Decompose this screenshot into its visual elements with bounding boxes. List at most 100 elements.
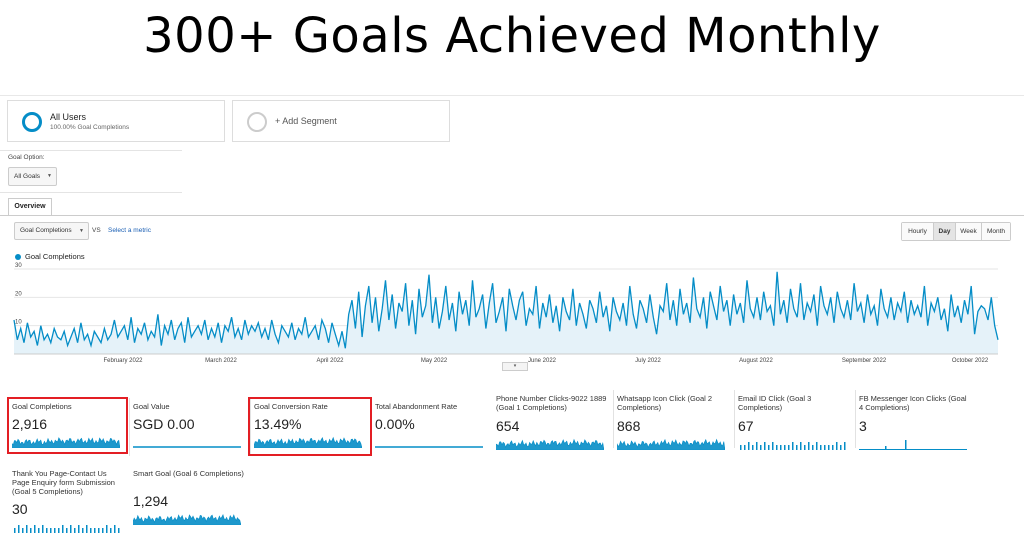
segment-empty-circle-icon bbox=[247, 112, 267, 132]
goal-completions-chart: 30 20 10 February 2022 March 2022 April 2022 M… bbox=[13, 263, 999, 364]
granularity-week-button[interactable]: Week bbox=[956, 223, 982, 240]
sparkline-bar bbox=[788, 445, 790, 450]
sparkline-bar bbox=[110, 528, 112, 533]
sparkline-bar bbox=[768, 445, 770, 450]
x-tick-label: August 2022 bbox=[739, 358, 773, 364]
granularity-month-button[interactable]: Month bbox=[982, 223, 1010, 240]
sparkline-bar bbox=[800, 442, 802, 450]
metric-sparkline bbox=[617, 438, 725, 450]
metric-sparkline bbox=[133, 446, 241, 448]
x-tick-label: April 2022 bbox=[316, 358, 344, 364]
metric-card[interactable]: Whatsapp Icon Click (Goal 2 Completions)… bbox=[613, 390, 735, 452]
metric-value: SGD 0.00 bbox=[133, 416, 195, 432]
sparkline-bar bbox=[812, 445, 814, 450]
divider bbox=[0, 150, 182, 151]
sparkline-bar bbox=[804, 445, 806, 450]
sparkline-path bbox=[617, 438, 725, 450]
chart-legend: Goal Completions bbox=[25, 252, 85, 261]
sparkline-bar bbox=[816, 442, 818, 450]
metric-card[interactable]: Smart Goal (Goal 6 Completions) 1,294 bbox=[129, 465, 247, 527]
divider bbox=[250, 398, 251, 456]
x-tick-label: September 2022 bbox=[842, 358, 887, 364]
sparkline-bar bbox=[102, 528, 104, 533]
sparkline-path bbox=[254, 436, 362, 448]
legend-dot-icon bbox=[15, 254, 21, 260]
sparkline-bar bbox=[34, 525, 36, 533]
divider bbox=[129, 398, 130, 456]
metric-label: Phone Number Clicks-9022 1889 (Goal 1 Co… bbox=[496, 394, 607, 412]
divider bbox=[855, 390, 856, 448]
sparkline-bar bbox=[828, 445, 830, 450]
metric-card[interactable]: Goal Value SGD 0.00 bbox=[129, 398, 251, 460]
divider bbox=[0, 192, 182, 193]
sparkline-bar bbox=[744, 445, 746, 450]
add-segment-label: + Add Segment bbox=[275, 116, 337, 126]
sparkline-bar bbox=[905, 440, 907, 450]
sparkline-bar bbox=[772, 442, 774, 450]
x-tick-label: June 2022 bbox=[528, 358, 557, 364]
metric-sparkline bbox=[133, 514, 241, 525]
metric-sparkline bbox=[254, 436, 362, 448]
sparkline-bar bbox=[796, 445, 798, 450]
goal-option-label: Goal Option: bbox=[8, 154, 45, 161]
sparkline-bar bbox=[824, 445, 826, 450]
metric-sparkline bbox=[740, 442, 846, 450]
granularity-hourly-button[interactable]: Hourly bbox=[902, 223, 934, 240]
tab-bar-line bbox=[0, 215, 1024, 216]
metric-sparkline bbox=[859, 440, 967, 450]
metric-value: 3 bbox=[859, 418, 867, 434]
sparkline-bar bbox=[748, 442, 750, 450]
sparkline-bar bbox=[78, 525, 80, 533]
sparkline-bar bbox=[82, 528, 84, 533]
sparkline-bar bbox=[780, 445, 782, 450]
chart-resize-handle[interactable]: ▾ bbox=[502, 362, 528, 371]
goal-option-value: All Goals bbox=[14, 173, 41, 180]
metric-card[interactable]: Phone Number Clicks-9022 1889 (Goal 1 Co… bbox=[492, 390, 614, 452]
sparkline-bar bbox=[840, 445, 842, 450]
x-tick-label: February 2022 bbox=[103, 358, 143, 364]
metric-card[interactable]: FB Messenger Icon Clicks (Goal 4 Complet… bbox=[855, 390, 973, 452]
segment-all-users[interactable]: All Users 100.00% Goal Completions bbox=[7, 100, 225, 142]
metric-value: 1,294 bbox=[133, 493, 169, 509]
sparkline-bar bbox=[38, 528, 40, 533]
tab-overview[interactable]: Overview bbox=[8, 198, 52, 216]
granularity-toggle: Hourly Day Week Month bbox=[901, 222, 1011, 241]
metric-card[interactable]: Total Abandonment Rate 0.00% bbox=[371, 398, 489, 460]
metric-label: FB Messenger Icon Clicks (Goal 4 Complet… bbox=[859, 394, 967, 412]
select-metric-link[interactable]: Select a metric bbox=[108, 227, 151, 234]
granularity-day-button[interactable]: Day bbox=[934, 223, 956, 240]
metric-sparkline bbox=[12, 437, 120, 448]
sparkline-bar bbox=[776, 445, 778, 450]
sparkline-bar bbox=[740, 445, 742, 450]
metric-label: Goal Completions bbox=[12, 402, 72, 411]
sparkline-bar bbox=[58, 528, 60, 533]
metric-card[interactable]: Thank You Page-Contact Us Page Enquiry f… bbox=[8, 465, 126, 533]
sparkline-path bbox=[12, 437, 120, 448]
metric-value: 0.00% bbox=[375, 416, 415, 432]
segment-title: All Users bbox=[50, 112, 87, 122]
divider bbox=[734, 390, 735, 448]
sparkline-bar bbox=[784, 445, 786, 450]
sparkline-bar bbox=[844, 442, 846, 450]
chevron-down-icon: ▼ bbox=[79, 228, 84, 234]
x-tick-label: October 2022 bbox=[952, 358, 989, 364]
sparkline-bar bbox=[885, 446, 887, 450]
add-segment-button[interactable]: + Add Segment bbox=[232, 100, 450, 142]
sparkline-bar bbox=[54, 528, 56, 533]
metric-selector-dropdown[interactable]: Goal Completions ▼ bbox=[14, 222, 89, 240]
metric-card[interactable]: Email ID Click (Goal 3 Completions) 67 bbox=[734, 390, 856, 452]
metric-sparkline bbox=[375, 446, 483, 448]
sparkline-bar bbox=[98, 528, 100, 533]
screenshot-border bbox=[0, 95, 1024, 96]
metric-selector-value: Goal Completions bbox=[20, 227, 72, 234]
metric-label: Smart Goal (Goal 6 Completions) bbox=[133, 469, 244, 478]
sparkline-bar bbox=[94, 528, 96, 533]
metric-value: 30 bbox=[12, 501, 28, 517]
x-tick-label: March 2022 bbox=[205, 358, 237, 364]
sparkline-bar bbox=[66, 528, 68, 533]
metric-value: 868 bbox=[617, 418, 641, 434]
series-area bbox=[14, 271, 998, 354]
goal-option-dropdown[interactable]: All Goals ▼ bbox=[8, 167, 57, 186]
metric-card[interactable]: Goal Completions 2,916 bbox=[8, 398, 130, 460]
metric-sparkline bbox=[496, 438, 604, 450]
